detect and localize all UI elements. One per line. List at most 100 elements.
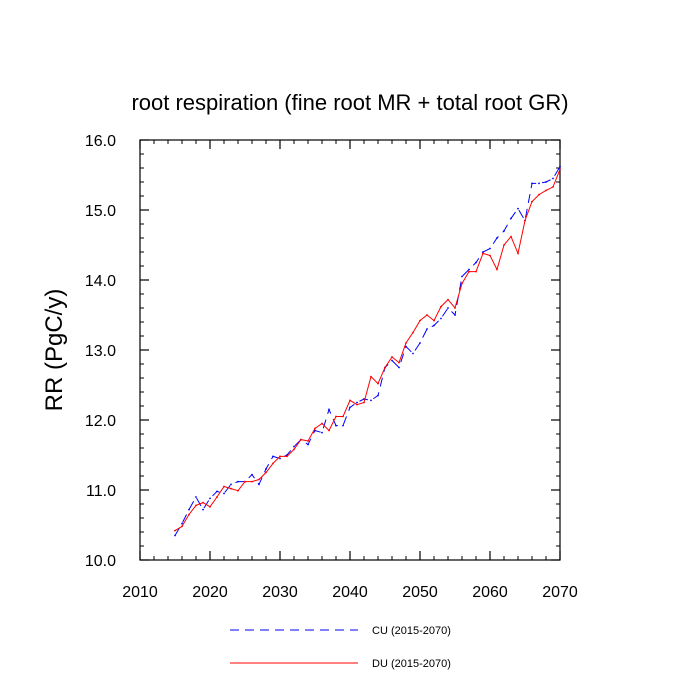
data-point (265, 471, 267, 474)
data-point (433, 324, 435, 327)
data-point (258, 478, 260, 481)
data-point (489, 247, 491, 250)
data-point (279, 455, 281, 458)
data-point (335, 424, 337, 427)
data-point (391, 356, 393, 358)
data-point (405, 345, 407, 348)
chart-title: root respiration (fine root MR + total r… (131, 90, 568, 115)
data-point (440, 305, 442, 308)
data-point (209, 497, 211, 500)
y-tick-label: 16.0 (85, 133, 116, 150)
data-point (251, 480, 253, 483)
data-point (349, 399, 351, 402)
data-point (251, 473, 253, 476)
data-point (475, 261, 477, 264)
data-point (293, 448, 295, 451)
data-point (195, 496, 197, 498)
data-point (545, 189, 547, 192)
data-point (174, 529, 176, 532)
data-point (482, 251, 484, 253)
data-point (335, 415, 337, 418)
data-point (510, 217, 512, 220)
y-tick-label: 10.0 (85, 553, 116, 570)
legend-label: DU (2015-2070) (372, 658, 451, 670)
data-point (412, 352, 414, 355)
data-point (433, 319, 435, 322)
data-point (237, 489, 239, 492)
y-tick-label: 12.0 (85, 413, 116, 430)
data-point (419, 342, 421, 344)
data-point (307, 443, 309, 446)
data-point (279, 457, 281, 460)
x-tick-label: 2040 (332, 584, 368, 601)
data-point (300, 438, 302, 441)
data-point (531, 182, 533, 185)
data-point (342, 424, 344, 427)
data-point (524, 219, 526, 222)
data-point (370, 399, 372, 402)
data-point (475, 270, 477, 273)
data-point (545, 181, 547, 183)
data-point (181, 522, 183, 525)
data-point (517, 207, 519, 210)
data-point (510, 235, 512, 238)
data-point (342, 415, 344, 418)
data-point (293, 445, 295, 448)
data-point (188, 513, 190, 516)
data-point (559, 168, 561, 171)
data-point (272, 455, 274, 458)
data-point (258, 483, 260, 486)
y-tick-label: 14.0 (85, 273, 116, 290)
data-point (552, 177, 554, 180)
data-point (531, 200, 533, 203)
data-point (468, 268, 470, 271)
data-point (356, 403, 358, 406)
data-point (538, 193, 540, 196)
data-point (216, 496, 218, 498)
data-point (461, 282, 463, 285)
data-point (405, 342, 407, 344)
data-point (447, 307, 449, 309)
data-point (398, 361, 400, 364)
data-point (503, 230, 505, 232)
data-point (426, 314, 428, 316)
data-point (307, 440, 309, 442)
data-point (272, 462, 274, 465)
data-point (321, 422, 323, 425)
legend: CU (2015-2070) DU (2015-2070) (230, 625, 451, 670)
data-point (384, 366, 386, 369)
x-tick-label: 2020 (192, 584, 228, 601)
data-point (265, 468, 267, 470)
data-point (195, 504, 197, 507)
x-tick-label: 2060 (472, 584, 508, 601)
data-point (321, 431, 323, 434)
data-point (468, 270, 470, 273)
data-point (377, 394, 379, 397)
data-point (349, 406, 351, 409)
data-point (230, 487, 232, 490)
series-line-cu (174, 166, 561, 536)
data-point (216, 490, 218, 493)
data-point (286, 455, 288, 458)
data-point (314, 427, 316, 430)
data-point (412, 331, 414, 334)
x-tick-label: 2030 (262, 584, 298, 601)
data-point (496, 268, 498, 271)
data-point (237, 480, 239, 483)
data-point (188, 508, 190, 511)
data-point (559, 165, 561, 168)
data-point (181, 525, 183, 528)
data-point (440, 317, 442, 320)
data-point (202, 508, 204, 511)
data-point (244, 480, 246, 483)
data-point (391, 359, 393, 362)
data-point (503, 244, 505, 246)
legend-label: CU (2015-2070) (372, 625, 451, 637)
data-point (209, 505, 211, 508)
data-point (223, 485, 225, 488)
data-point (356, 401, 358, 404)
x-tick-label: 2050 (402, 584, 438, 601)
x-tick-label: 2010 (122, 584, 158, 601)
data-point (419, 319, 421, 322)
